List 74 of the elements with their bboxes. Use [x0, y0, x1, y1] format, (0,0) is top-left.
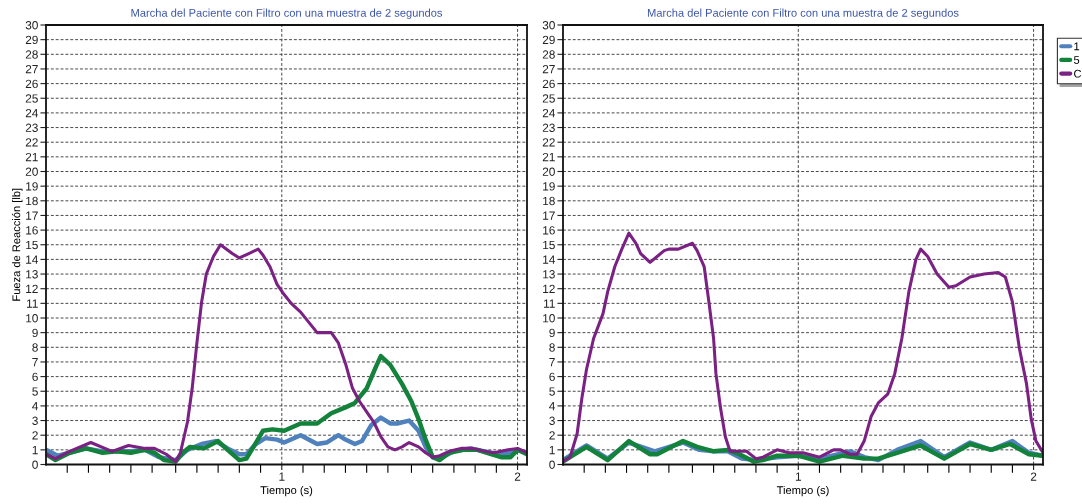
y-tick-label: 24 [25, 108, 39, 118]
y-tick-label: 0 [549, 460, 555, 469]
y-tick-label: 11 [544, 299, 555, 308]
y-tick-label: 3 [32, 416, 38, 425]
y-tick-label: 25 [542, 94, 555, 103]
y-tick-label: 26 [542, 79, 555, 88]
y-tick-label: 29 [542, 35, 555, 45]
y-tick-label: 4 [549, 402, 556, 411]
y-tick-label: 18 [543, 196, 555, 206]
y-tick-label: 17 [543, 211, 555, 220]
y-axis-title: Fueza de Reacción [lb] [11, 188, 23, 301]
y-tick-label: 27 [25, 64, 38, 74]
y-tick-label: 18 [26, 196, 38, 206]
y-tick-label: 1 [549, 446, 555, 455]
y-tick-label: 10 [543, 314, 555, 323]
y-tick-label: 19 [543, 182, 555, 191]
y-tick-label: 20 [25, 167, 38, 176]
chart-title: Marcha del Paciente con Filtro con una muestra de 2 segundos [647, 8, 959, 19]
y-tick-label: 7 [32, 358, 38, 367]
y-tick-label: 24 [542, 108, 556, 118]
y-tick-label: 28 [542, 50, 555, 59]
y-tick-label: 7 [549, 358, 555, 367]
y-tick-label: 20 [542, 167, 555, 176]
y-tick-label: 3 [549, 416, 555, 425]
y-tick-label: 1 [32, 446, 38, 455]
y-tick-label: 15 [26, 240, 38, 250]
y-tick-label: 22 [25, 138, 38, 147]
y-tick-label: 10 [26, 314, 38, 323]
y-tick-label: 29 [25, 35, 38, 45]
y-tick-label: 5 [32, 387, 38, 396]
y-tick-label: 21 [25, 152, 38, 162]
chart-title: Marcha del Paciente con Filtro con una muestra de 2 segundos [131, 8, 443, 19]
x-axis-title: Tiempo (s) [776, 485, 829, 497]
y-tick-label: 23 [542, 123, 555, 132]
y-tick-label: 0 [32, 460, 38, 469]
y-tick-label: 28 [25, 50, 38, 59]
y-tick-label: 2 [32, 431, 38, 440]
y-tick-label: 23 [25, 123, 38, 132]
y-tick-label: 9 [32, 328, 38, 338]
y-tick-label: 4 [32, 402, 39, 411]
y-tick-label: 19 [26, 182, 38, 191]
legend-label: 5 [1073, 56, 1080, 64]
y-tick-label: 13 [26, 270, 38, 279]
x-tick-label: 2 [514, 472, 521, 481]
y-tick-label: 16 [543, 226, 555, 235]
y-tick-label: 5 [549, 387, 555, 396]
x-axis-title: Tiempo (s) [260, 485, 313, 497]
x-tick-label: 1 [279, 472, 285, 481]
y-tick-label: 30 [25, 21, 38, 30]
y-tick-label: 21 [542, 152, 555, 162]
y-tick-label: 15 [543, 240, 555, 250]
y-tick-label: 12 [26, 284, 38, 293]
x-tick-label: 1 [795, 472, 801, 481]
legend-label: C [1074, 69, 1082, 78]
y-tick-label: 14 [543, 255, 556, 264]
y-tick-label: 22 [542, 138, 555, 147]
y-tick-label: 25 [25, 94, 38, 103]
y-tick-label: 17 [26, 211, 38, 220]
y-tick-label: 26 [25, 79, 38, 88]
y-tick-label: 30 [542, 21, 555, 30]
y-tick-label: 14 [26, 255, 39, 264]
y-tick-label: 12 [543, 284, 555, 293]
y-tick-label: 8 [32, 343, 38, 352]
y-tick-label: 8 [549, 343, 555, 352]
y-tick-label: 27 [542, 64, 555, 74]
y-tick-label: 13 [543, 270, 555, 279]
x-tick-label: 2 [1030, 472, 1037, 481]
y-tick-label: 9 [549, 328, 555, 338]
legend-label: 1 [1074, 42, 1080, 51]
y-tick-label: 2 [549, 431, 555, 440]
y-tick-label: 6 [549, 372, 555, 381]
y-tick-label: 16 [26, 226, 38, 235]
y-tick-label: 6 [32, 372, 38, 381]
y-tick-label: 11 [27, 299, 38, 308]
